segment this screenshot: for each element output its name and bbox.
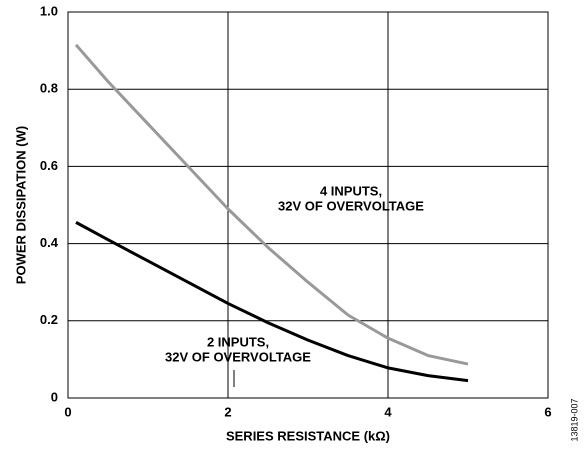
y-tick-label: 0.2 (40, 312, 58, 327)
annotation: 32V OF OVERVOLTAGE (278, 198, 424, 213)
x-axis-label: SERIES RESISTANCE (kΩ) (226, 428, 390, 443)
y-tick-label: 0.8 (40, 81, 58, 96)
y-tick-label: 1.0 (40, 3, 58, 18)
series-line (74, 43, 469, 366)
x-tick-label: 4 (384, 404, 392, 419)
x-tick-label: 0 (64, 404, 71, 419)
y-tick-label: 0.6 (40, 158, 58, 173)
x-tick-label: 2 (224, 404, 231, 419)
y-axis-label: POWER DISSIPATION (W) (13, 126, 28, 284)
x-tick-label: 6 (544, 404, 551, 419)
series-line (75, 221, 469, 383)
figure-id: 13819-007 (569, 398, 579, 441)
y-tick-label: 0.4 (40, 235, 59, 250)
annotation: 32V OF OVERVOLTAGE (165, 349, 311, 364)
annotation: 2 INPUTS, (207, 334, 269, 349)
y-tick-label: 0 (51, 389, 58, 404)
annotation: 4 INPUTS, (320, 183, 382, 198)
